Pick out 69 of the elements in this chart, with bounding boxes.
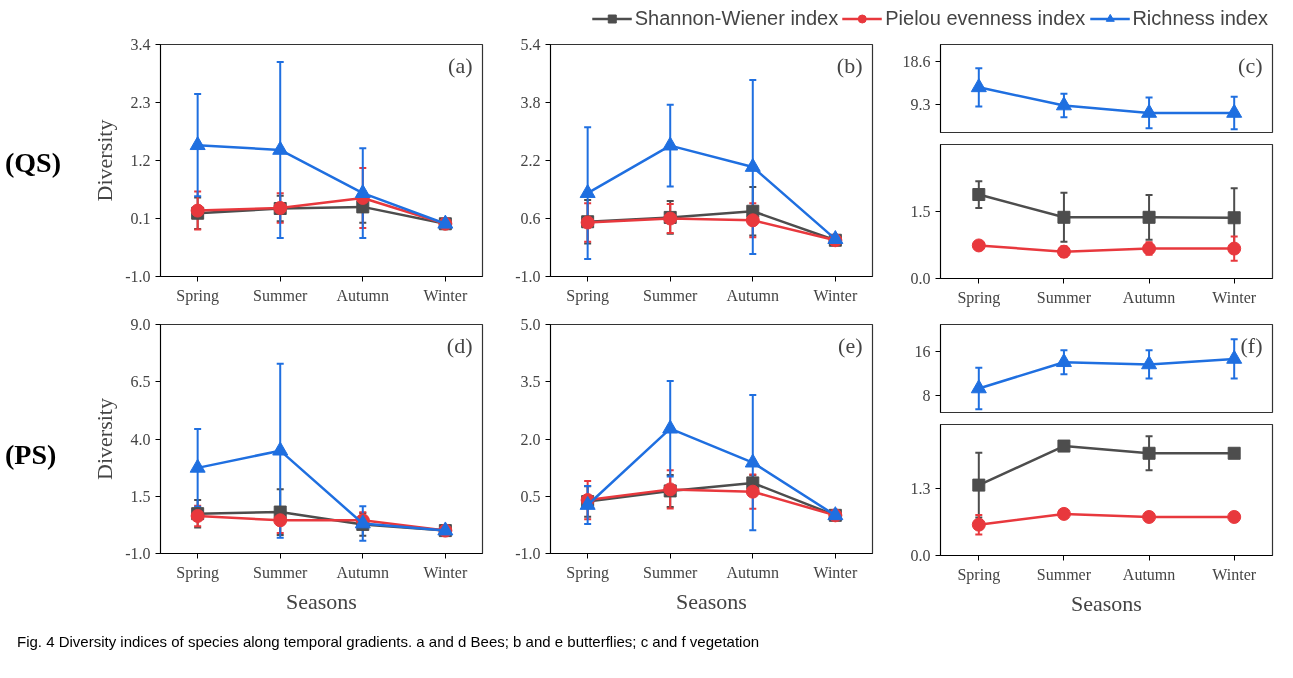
- x-tick-label: Autumn: [336, 286, 390, 304]
- y-tick-label: 0.1: [130, 210, 151, 227]
- y-tick-label: 16: [914, 343, 931, 361]
- x-tick-label: Summer: [253, 563, 308, 581]
- x-tick-label: Spring: [566, 286, 609, 305]
- x-tick-label: Winter: [423, 563, 468, 581]
- x-axis-title: Seasons: [676, 588, 747, 614]
- y-tick-label: 1.2: [130, 152, 151, 169]
- y-tick-label: 5.0: [520, 316, 541, 333]
- x-tick-label: Autumn: [726, 563, 780, 581]
- y-tick-label: 2.2: [520, 152, 541, 169]
- y-tick-label: 3.5: [520, 373, 541, 391]
- x-tick-label: Spring: [566, 563, 609, 582]
- x-tick-label: Summer: [253, 286, 308, 304]
- y-tick-label: 2.3: [130, 94, 151, 111]
- y-tick-label: 0.6: [520, 210, 541, 227]
- x-tick-label: Summer: [643, 286, 698, 304]
- text: (QS): [5, 146, 61, 180]
- y-tick-label: 18.6: [902, 52, 931, 70]
- annotation: (d): [446, 332, 473, 358]
- text: (PS): [5, 438, 57, 472]
- legend-label: Pielou evenness index: [885, 6, 1086, 30]
- y-tick-label: 9.3: [910, 96, 931, 114]
- annotation: (f): [1240, 332, 1263, 358]
- y-tick-label: 1.3: [910, 480, 931, 498]
- x-tick-label: Summer: [1036, 288, 1092, 306]
- y-tick-label: 2.0: [520, 430, 541, 448]
- x-tick-label: Autumn: [1122, 288, 1176, 306]
- caption: Fig. 4 Diversity indices of species along temporal gradients. a and d Bees; b and e butterflies; c and f vegetation: [17, 632, 760, 652]
- x-axis-title: Seasons: [1071, 590, 1142, 616]
- y-tick-label: -1.0: [125, 545, 151, 562]
- x-tick-label: Winter: [813, 563, 858, 581]
- x-tick-label: Spring: [176, 563, 219, 582]
- y-tick-label: 8: [922, 387, 931, 405]
- legend-label: Shannon-Wiener index: [634, 6, 839, 30]
- x-tick-label: Summer: [643, 563, 698, 581]
- x-tick-label: Summer: [1036, 565, 1092, 583]
- x-tick-label: Winter: [423, 286, 468, 304]
- y-axis-title: Diversity: [92, 119, 118, 202]
- y-tick-label: 0.5: [520, 487, 541, 505]
- x-tick-label: Spring: [176, 286, 219, 305]
- annotation: (e): [838, 332, 863, 358]
- y-tick-label: -1.0: [125, 268, 151, 285]
- x-tick-label: Spring: [957, 565, 1001, 584]
- y-axis-title: Diversity: [92, 398, 118, 480]
- annotation: (b): [836, 52, 863, 78]
- y-tick-label: 9.0: [130, 316, 151, 333]
- x-axis-title: Seasons: [286, 588, 357, 614]
- x-tick-label: Autumn: [1122, 565, 1176, 583]
- y-tick-label: 1.5: [910, 203, 931, 220]
- y-tick-label: -1.0: [515, 268, 541, 285]
- x-tick-label: Spring: [957, 288, 1001, 307]
- x-tick-label: Winter: [813, 286, 858, 304]
- annotation: (c): [1238, 52, 1263, 78]
- y-tick-label: 4.0: [130, 430, 151, 448]
- x-tick-label: Autumn: [726, 286, 780, 304]
- legend-label: Richness index: [1132, 6, 1268, 30]
- y-tick-label: 3.4: [130, 36, 151, 53]
- y-tick-label: 0.0: [910, 270, 931, 287]
- y-tick-label: 5.4: [520, 36, 541, 53]
- y-tick-label: 0.0: [910, 547, 931, 564]
- x-tick-label: Winter: [1212, 565, 1257, 583]
- annotation: (a): [448, 52, 473, 78]
- y-tick-label: 6.5: [130, 373, 151, 391]
- y-tick-label: -1.0: [515, 545, 541, 562]
- y-tick-label: 1.5: [130, 487, 151, 505]
- x-tick-label: Winter: [1212, 288, 1257, 306]
- y-tick-label: 3.8: [520, 94, 541, 111]
- x-tick-label: Autumn: [336, 563, 390, 581]
